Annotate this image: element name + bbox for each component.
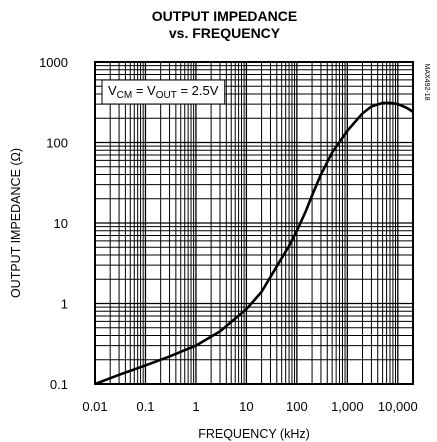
part-number-label: MAX492-18 xyxy=(423,64,430,101)
y-tick-labels: 0.1 1 10 100 1000 xyxy=(39,55,68,392)
annotation-subscript: CM xyxy=(117,90,133,101)
x-tick-label: 10 xyxy=(239,399,253,414)
chart-subtitle: vs. FREQUENCY xyxy=(168,25,281,41)
annotation-part: = 2.5V xyxy=(177,83,219,98)
x-tick-label: 10,000 xyxy=(378,399,418,414)
x-tick-label: 100 xyxy=(286,399,308,414)
y-tick-label: 100 xyxy=(46,136,68,151)
x-tick-label: 1,000 xyxy=(331,399,364,414)
annotation-subscript: OUT xyxy=(156,90,177,101)
x-tick-label: 1 xyxy=(192,399,199,414)
annotation-text: VCM = VOUT = 2.5V xyxy=(108,83,219,101)
y-axis-label: OUTPUT IMPEDANCE (Ω) xyxy=(9,148,23,298)
plot-frame xyxy=(94,61,414,385)
chart-title: OUTPUT IMPEDANCE xyxy=(151,8,298,24)
y-tick-label: 10 xyxy=(54,216,68,231)
x-tick-label: 0.1 xyxy=(136,399,154,414)
x-axis-label: FREQUENCY (kHz) xyxy=(198,427,310,441)
annotation-part: V xyxy=(108,83,117,98)
annotation-part: = V xyxy=(132,83,156,98)
y-tick-label: 0.1 xyxy=(50,377,68,392)
annotation-box xyxy=(101,79,226,105)
x-tick-labels: 0.01 0.1 1 10 100 1,000 10,000 xyxy=(82,399,417,414)
y-tick-label: 1000 xyxy=(39,55,68,70)
x-tick-label: 0.01 xyxy=(82,399,107,414)
series-line xyxy=(94,101,414,386)
y-tick-label: 1 xyxy=(61,297,68,312)
